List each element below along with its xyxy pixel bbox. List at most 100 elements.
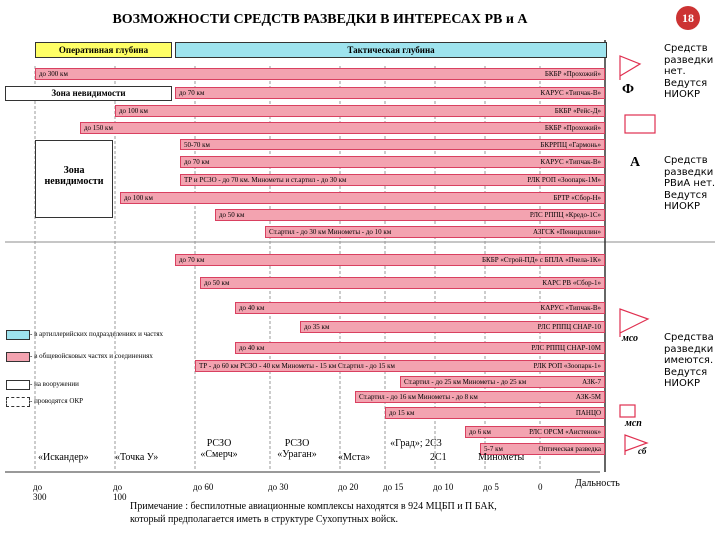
distance: до 60 bbox=[193, 482, 214, 492]
bar: до 70 км БКБР «Строй-ПД» с БПЛА «Пчела-1К… bbox=[175, 254, 605, 266]
legend-label: - на вооружении bbox=[30, 380, 79, 388]
weapon: «Искандер» bbox=[38, 452, 89, 463]
level: Ф bbox=[622, 82, 635, 97]
bar-range: до 35 км bbox=[304, 323, 330, 331]
bar: до 70 км КАРУС «Типчак-В» bbox=[180, 156, 605, 168]
bar-name: БКБР «Рейс-Д» bbox=[554, 107, 601, 115]
legend-label: - проводятся ОКР bbox=[30, 397, 84, 405]
bar-name: РЛС РППЦ СНАР-10М bbox=[531, 344, 601, 352]
bar-range: ТР и РСЗО - до 70 км. Минометы и ст.арти… bbox=[184, 176, 347, 184]
bar-name: КАРУС «Типчак-В» bbox=[540, 304, 601, 312]
bar: до 50 км РЛС РППЦ «Кредо-1С» bbox=[215, 209, 605, 221]
distance: до 15 bbox=[383, 482, 404, 492]
bar-name: РЛС ОРСМ «Аистенок» bbox=[529, 428, 601, 436]
bar-name: РЛС РППЦ «Кредо-1С» bbox=[529, 211, 601, 219]
operational-depth: Оперативная глубина bbox=[35, 42, 172, 58]
level: сб bbox=[638, 446, 647, 456]
tactical-depth: Тактическая глубина bbox=[175, 42, 607, 58]
bar-name: ПАНЦО bbox=[575, 409, 601, 417]
level: А bbox=[630, 155, 641, 170]
bar: 50-70 км БКРРПЦ «Гармонь» bbox=[180, 139, 605, 150]
legend-swatch bbox=[6, 352, 30, 362]
footnote: Примечание : беспилотные авиационные ком… bbox=[130, 501, 497, 525]
bar: Ст.артил - до 30 км Минометы - до 10 км А… bbox=[265, 226, 605, 238]
bar-range: до 70 км bbox=[179, 256, 205, 264]
bar-range: до 15 км bbox=[389, 409, 415, 417]
legend-label: - в общевойсковых частях и соединениях bbox=[30, 352, 153, 360]
distance: 0 bbox=[538, 482, 543, 492]
bar: до 40 км РЛС РППЦ СНАР-10М bbox=[235, 342, 605, 354]
weapon: Минометы bbox=[478, 452, 525, 463]
bar-name: РЛС РППЦ СНАР-10 bbox=[537, 323, 601, 331]
level: мсп bbox=[625, 418, 642, 429]
bar-name: БКБР «Прохожий» bbox=[544, 70, 601, 78]
bar: до 100 км БРТР «Сбор-Н» bbox=[120, 192, 605, 204]
distance: до 20 bbox=[338, 482, 359, 492]
legend-swatch bbox=[6, 380, 30, 390]
bar: Ст.артил - до 16 км Минометы - до 8 км АЗ… bbox=[355, 391, 605, 403]
bar-range: до 300 км bbox=[39, 70, 68, 78]
bar-range: Ст.артил - до 16 км Минометы - до 8 км bbox=[359, 393, 478, 401]
bar-name: КАРС РВ «Сбор-1» bbox=[542, 279, 601, 287]
bar-name: АЗГСК «Пенициллин» bbox=[532, 228, 601, 236]
bar-name: КАРУС «Типчак-В» bbox=[540, 89, 601, 97]
bar-range: ТР - до 60 км РСЗО - 40 км Минометы - 15… bbox=[199, 362, 395, 370]
note: Средств разведки нет. Ведутся НИОКР bbox=[664, 43, 714, 100]
bar: до 15 км ПАНЦО bbox=[385, 407, 605, 419]
weapon: РСЗО «Ураган» bbox=[277, 438, 317, 460]
title: ВОЗМОЖНОСТИ СРЕДСТВ РАЗВЕДКИ В ИНТЕРЕСАХ… bbox=[112, 12, 528, 27]
bar-range: до 100 км bbox=[119, 107, 148, 115]
invisibility-zone: Зона невидимости bbox=[35, 140, 113, 218]
bar: ТР и РСЗО - до 70 км. Минометы и ст.арти… bbox=[180, 174, 605, 186]
distance: до 5 bbox=[483, 482, 499, 492]
bar: 5-7 км Оптическая разведка bbox=[480, 443, 605, 455]
bar: до 100 км БКБР «Рейс-Д» bbox=[115, 105, 605, 117]
note: Средств разведки РВиА нет. Ведутся НИОКР bbox=[664, 155, 716, 212]
weapon: «Точка У» bbox=[115, 452, 159, 463]
legend-swatch bbox=[6, 330, 30, 340]
distance: до 100 bbox=[113, 482, 127, 502]
page-number: 18 bbox=[682, 11, 694, 25]
bar: до 40 км КАРУС «Типчак-В» bbox=[235, 302, 605, 314]
legend-label: - в артиллерийских подразделениях и част… bbox=[30, 330, 164, 338]
bar: до 35 км РЛС РППЦ СНАР-10 bbox=[300, 321, 605, 333]
bar-name: БКРРПЦ «Гармонь» bbox=[540, 141, 601, 149]
bar-range: до 40 км bbox=[239, 344, 265, 352]
bar-range: до 40 км bbox=[239, 304, 265, 312]
bar: Ст.артил - до 25 км Минометы - до 25 км А… bbox=[400, 376, 605, 388]
bar-name: БРТР «Сбор-Н» bbox=[553, 194, 601, 202]
bar-name: АЗК-7 bbox=[582, 378, 601, 386]
bar-name: КАРУС «Типчак-В» bbox=[540, 158, 601, 166]
distance: до 300 bbox=[33, 482, 47, 502]
bar-range: до 70 км bbox=[184, 158, 210, 166]
distance-label: Дальность bbox=[575, 478, 620, 489]
bar: до 6 км РЛС ОРСМ «Аистенок» bbox=[465, 426, 605, 438]
weapon: РСЗО «Смерч» bbox=[200, 438, 238, 460]
bar-name: РЛК РОП «Зоопарк-1М» bbox=[527, 176, 601, 184]
bar-range: Ст.артил - до 30 км Минометы - до 10 км bbox=[269, 228, 392, 236]
distance: до 30 bbox=[268, 482, 289, 492]
weapon: 2С1 bbox=[430, 452, 447, 463]
bar-range: 50-70 км bbox=[184, 141, 210, 149]
weapon: «Мста» bbox=[338, 452, 371, 463]
bar: ТР - до 60 км РСЗО - 40 км Минометы - 15… bbox=[195, 360, 605, 372]
bar: до 50 км КАРС РВ «Сбор-1» bbox=[200, 277, 605, 289]
bar-range: до 100 км bbox=[124, 194, 153, 202]
bar-range: до 70 км bbox=[179, 89, 205, 97]
bar-range: до 50 км bbox=[219, 211, 245, 219]
bar-name: РЛК РОП «Зоопарк-1» bbox=[533, 362, 601, 370]
bar-range: до 50 км bbox=[204, 279, 230, 287]
bar-name: АЗК-5М bbox=[575, 393, 601, 401]
bar-name: БКБР «Прохожий» bbox=[544, 124, 601, 132]
legend-swatch bbox=[6, 397, 30, 407]
invisibility-zone: Зона невидимости bbox=[5, 86, 172, 101]
bar-range: до 6 км bbox=[469, 428, 491, 436]
weapon: «Град»; 2С3 bbox=[390, 438, 442, 449]
bar: до 300 км БКБР «Прохожий» bbox=[35, 68, 605, 80]
bar-name: БКБР «Строй-ПД» с БПЛА «Пчела-1К» bbox=[482, 256, 601, 264]
bar: до 70 км КАРУС «Типчак-В» bbox=[175, 87, 605, 99]
distance: до 10 bbox=[433, 482, 454, 492]
bar-range: Ст.артил - до 25 км Минометы - до 25 км bbox=[404, 378, 527, 386]
bar-range: 5-7 км bbox=[484, 445, 503, 453]
note: Средства разведки имеются. Ведутся НИОКР bbox=[664, 332, 714, 389]
